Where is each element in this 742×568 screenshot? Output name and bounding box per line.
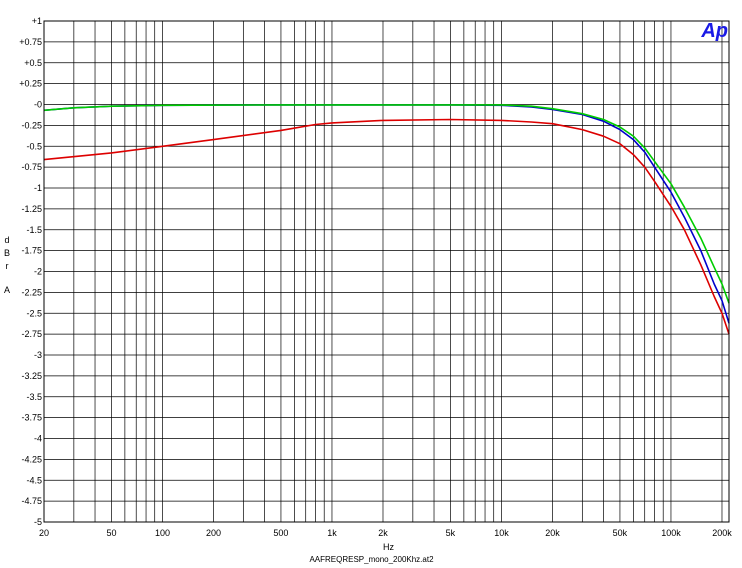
- ap-logo: Ap: [700, 20, 728, 42]
- y-tick-label: -1: [34, 183, 42, 193]
- x-tick-label: 100k: [661, 528, 681, 538]
- x-tick-label: 50k: [613, 528, 628, 538]
- y-tick-label: -0.5: [26, 141, 42, 151]
- x-tick-label: 1k: [327, 528, 337, 538]
- x-axis-label: Hz: [383, 542, 394, 552]
- y-tick-label: -4.5: [26, 475, 42, 485]
- y-tick-label: +0.25: [19, 79, 42, 89]
- y-tick-label: +0.75: [19, 37, 42, 47]
- y-tick-label: -5: [34, 517, 42, 527]
- x-tick-label: 20k: [545, 528, 560, 538]
- plot-border: [43, 20, 730, 523]
- y-tick-label: -4.25: [21, 454, 42, 464]
- y-tick-label: +1: [32, 16, 42, 26]
- y-tick-label: -1.25: [21, 204, 42, 214]
- file-name-caption: AAFREQRESP_mono_200Khz.at2: [309, 555, 434, 564]
- x-tick-label: 100: [155, 528, 170, 538]
- y-tick-label: -4: [34, 434, 42, 444]
- x-tick-label: 200: [206, 528, 221, 538]
- y-tick-label: -2.5: [26, 308, 42, 318]
- y-tick-label: -2.25: [21, 287, 42, 297]
- y-tick-label: -3.5: [26, 392, 42, 402]
- x-tick-labels: 20 50 100 200 500 1k 2k 5k 10k 20k 50k 100k 200k: [39, 528, 732, 538]
- series-layer: [43, 104, 730, 335]
- y-tick-label: -3: [34, 350, 42, 360]
- y-axis-label-letter: d: [4, 235, 9, 245]
- y-axis-label: dBr A: [4, 235, 10, 295]
- x-tick-label: 2k: [378, 528, 388, 538]
- y-tick-label: -2.75: [21, 329, 42, 339]
- x-tick-label: 20: [39, 528, 49, 538]
- y-tick-label: -1.5: [26, 225, 42, 235]
- y-tick-label: -3.25: [21, 371, 42, 381]
- y-tick-label: -3.75: [21, 413, 42, 423]
- y-tick-label: -0.25: [21, 120, 42, 130]
- x-tick-label: 500: [273, 528, 288, 538]
- y-tick-label: -4.75: [21, 496, 42, 506]
- series-line-2: [43, 104, 730, 304]
- y-tick-label: -2: [34, 267, 42, 277]
- y-axis-label-letter: r: [6, 261, 9, 271]
- y-tick-label: -0: [34, 100, 42, 110]
- x-tick-label: 5k: [446, 528, 456, 538]
- series-line-3: [43, 118, 730, 335]
- y-tick-label: -1.75: [21, 246, 42, 256]
- x-tick-label: 10k: [494, 528, 509, 538]
- series-line-1: [43, 104, 730, 324]
- y-tick-labels: +1 +0.75 +0.5 +0.25 -0 -0.25 -0.5 -0.75 -1 -1.25 -…: [19, 16, 42, 527]
- y-tick-label: +0.5: [24, 58, 42, 68]
- x-tick-label: 50: [106, 528, 116, 538]
- y-tick-label: -0.75: [21, 162, 42, 172]
- grid: [43, 20, 729, 523]
- y-axis-label-letter: B: [4, 248, 10, 258]
- x-tick-label: 200k: [712, 528, 732, 538]
- y-axis-label-letter: A: [4, 285, 10, 295]
